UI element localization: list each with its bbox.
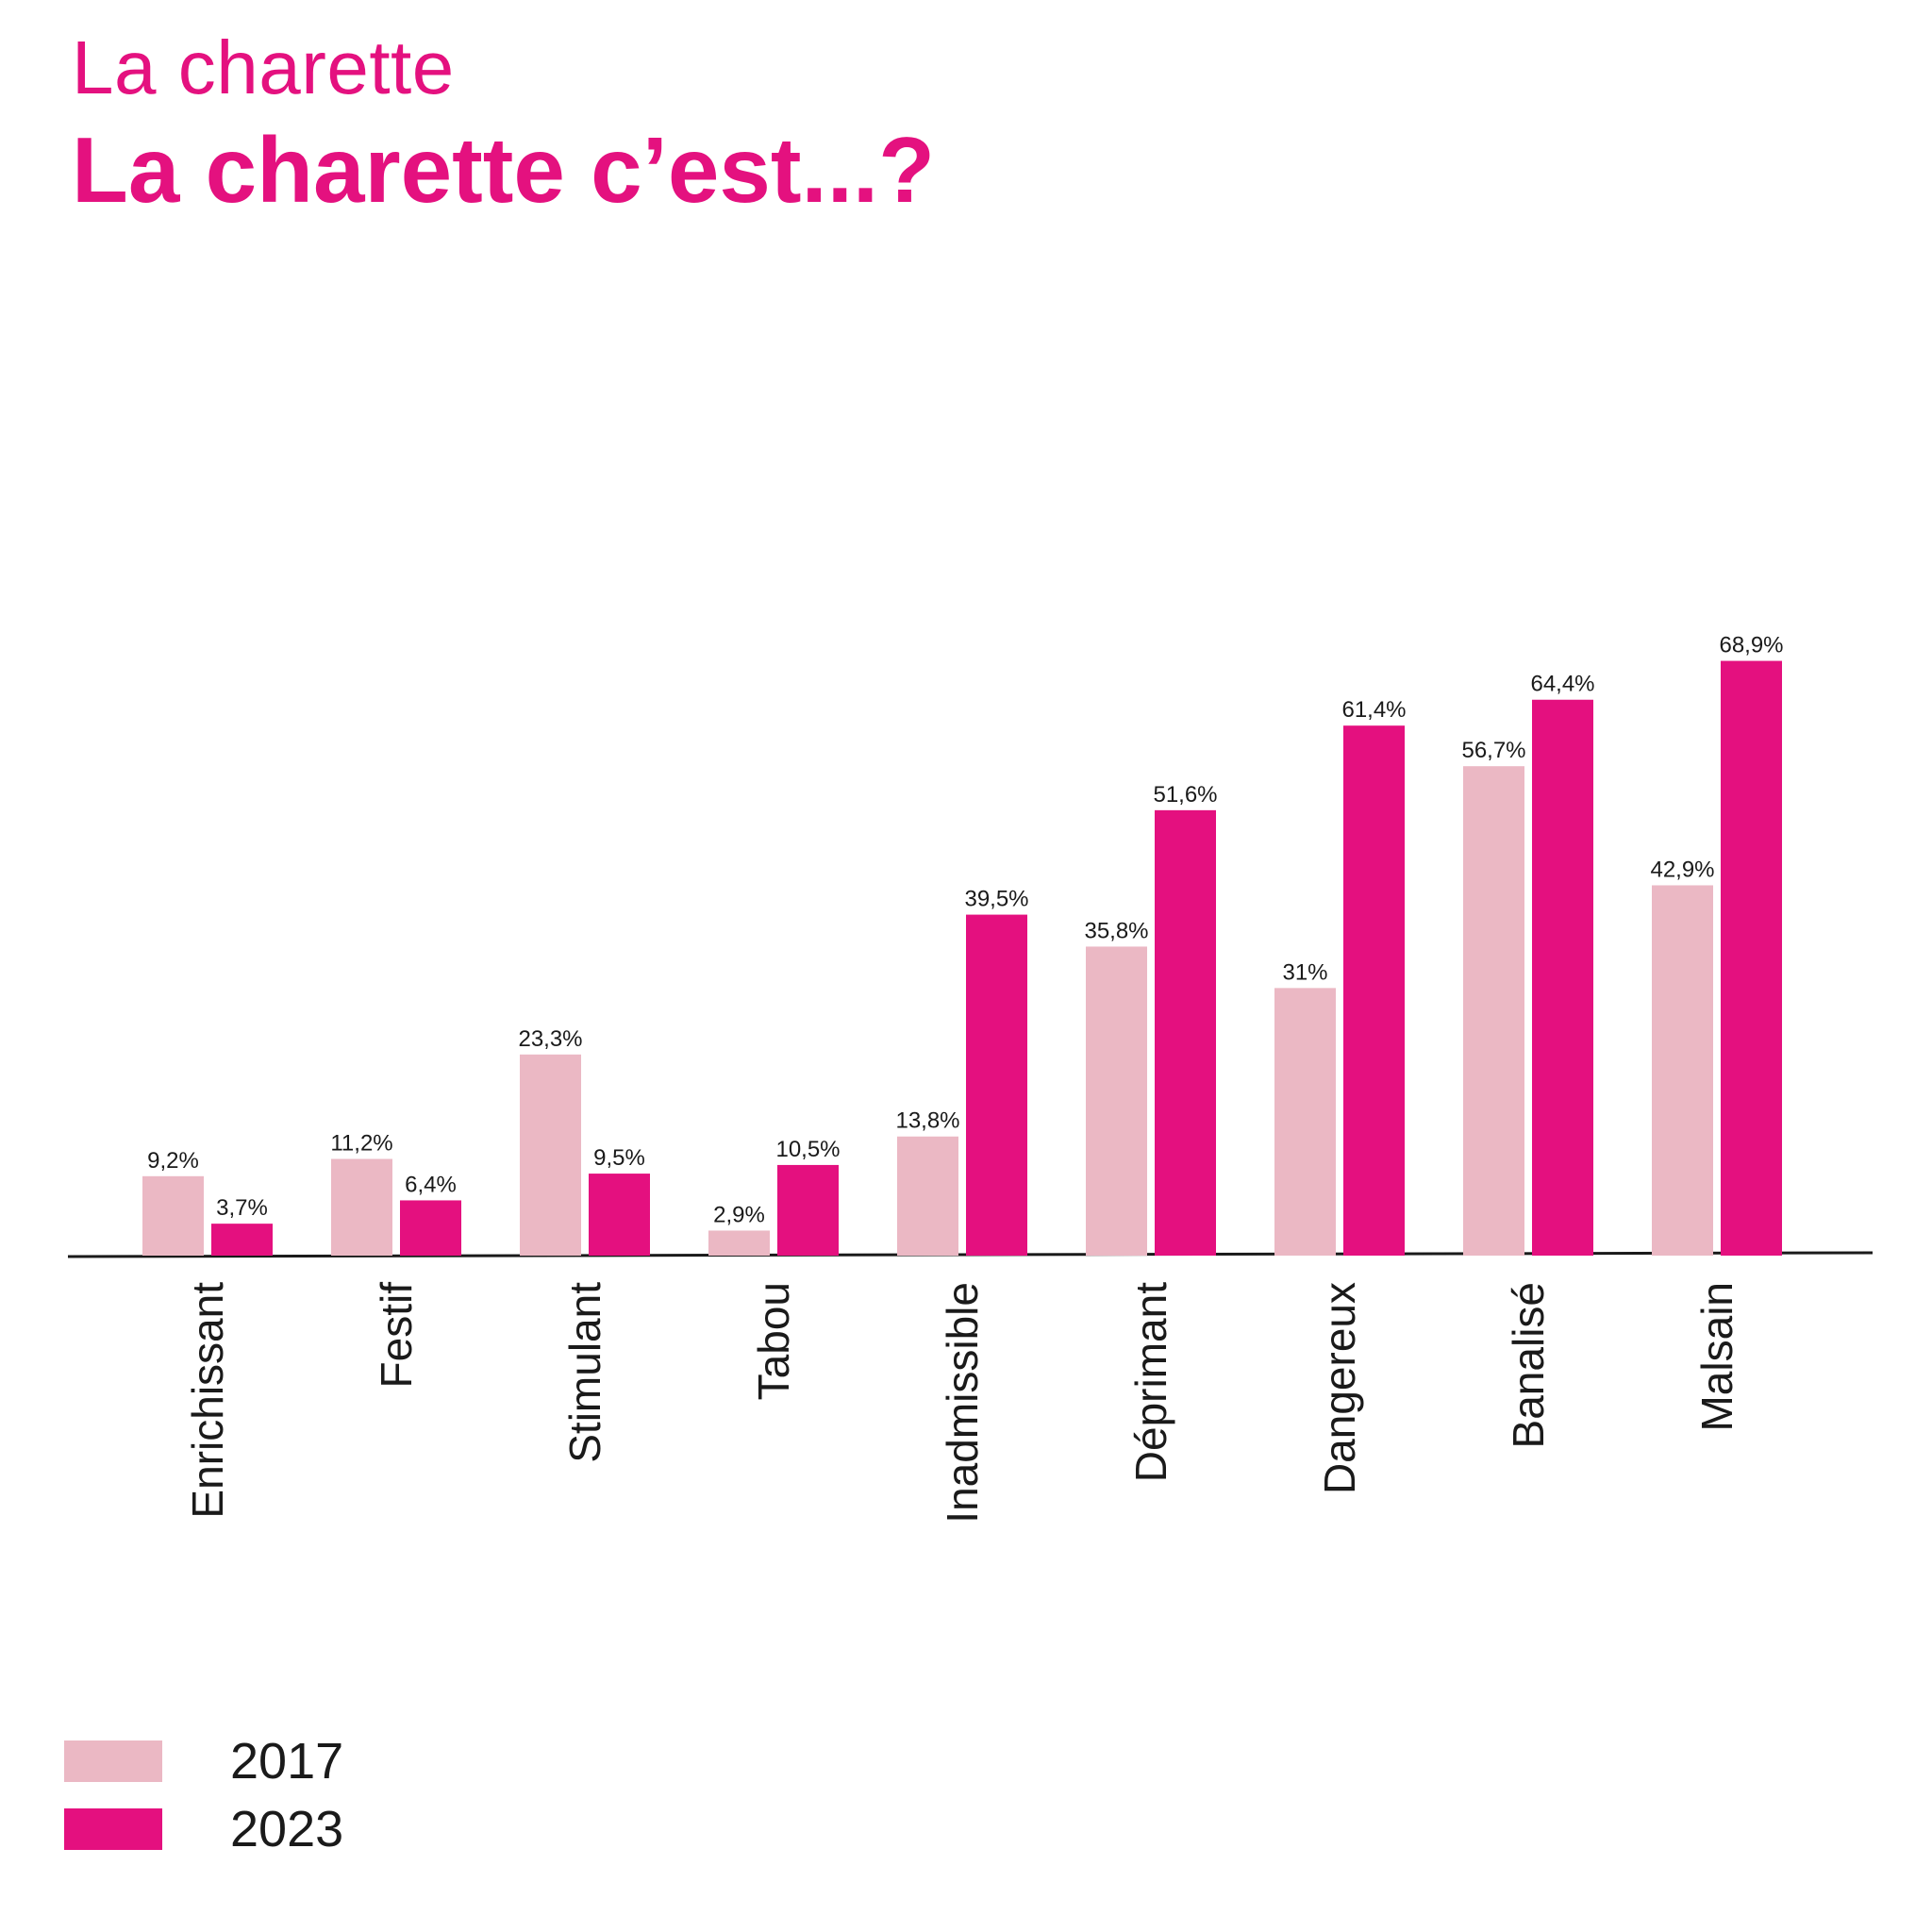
bar-2023-tabou	[777, 1164, 839, 1256]
bar-2023-inadmissible	[966, 914, 1027, 1256]
bar-2017-festif	[331, 1158, 392, 1256]
category-label-stimulant: Stimulant	[560, 1282, 609, 1463]
bar-2017-déprimant	[1086, 946, 1147, 1256]
chart-title: La charette c’est...?	[72, 118, 936, 222]
bar-2023-stimulant	[589, 1174, 650, 1256]
data-label-2023-déprimant: 51,6%	[1153, 782, 1217, 808]
data-label-2023-festif: 6,4%	[405, 1172, 457, 1197]
bar-2023-festif	[400, 1200, 461, 1256]
chart-subtitle: La charette	[72, 25, 455, 109]
data-label-2023-malsain: 68,9%	[1719, 633, 1783, 658]
data-label-2017-dangereux: 31%	[1282, 959, 1327, 985]
bar-2017-tabou	[708, 1230, 770, 1256]
data-label-2023-stimulant: 9,5%	[593, 1145, 645, 1171]
category-label-malsain: Malsain	[1692, 1282, 1741, 1432]
legend: 2017 2023	[64, 1728, 343, 1864]
legend-swatch-2023	[64, 1808, 162, 1850]
data-label-2023-tabou: 10,5%	[775, 1137, 840, 1162]
bar-2023-malsain	[1721, 660, 1782, 1256]
bar-2017-dangereux	[1274, 988, 1336, 1256]
legend-swatch-2017	[64, 1740, 162, 1782]
category-label-tabou: Tabou	[749, 1282, 798, 1400]
legend-item-2017: 2017	[64, 1728, 343, 1794]
category-label-banalisé: Banalisé	[1504, 1282, 1553, 1448]
data-label-2023-inadmissible: 39,5%	[964, 887, 1028, 912]
data-label-2017-inadmissible: 13,8%	[895, 1108, 959, 1134]
data-label-2017-enrichissant: 9,2%	[147, 1148, 199, 1174]
bar-2017-inadmissible	[897, 1136, 958, 1256]
data-label-2023-banalisé: 64,4%	[1530, 672, 1594, 697]
bar-2023-banalisé	[1532, 699, 1593, 1256]
bar-2023-dangereux	[1343, 725, 1405, 1256]
data-label-2023-dangereux: 61,4%	[1341, 697, 1406, 723]
data-label-2017-banalisé: 56,7%	[1461, 738, 1525, 763]
category-label-festif: Festif	[372, 1282, 421, 1389]
bar-2017-enrichissant	[142, 1175, 204, 1256]
bar-2023-enrichissant	[211, 1224, 273, 1256]
bar-2017-malsain	[1652, 885, 1713, 1256]
category-label-enrichissant: Enrichissant	[183, 1282, 232, 1519]
category-label-dangereux: Dangereux	[1315, 1282, 1364, 1494]
bar-2017-stimulant	[520, 1054, 581, 1256]
data-label-2017-malsain: 42,9%	[1650, 857, 1714, 882]
category-label-inadmissible: Inadmissible	[938, 1282, 987, 1524]
data-label-2023-enrichissant: 3,7%	[216, 1195, 268, 1221]
data-label-2017-festif: 11,2%	[330, 1131, 392, 1157]
legend-item-2023: 2023	[64, 1796, 343, 1862]
bar-2023-déprimant	[1155, 809, 1216, 1256]
data-label-2017-déprimant: 35,8%	[1084, 918, 1148, 943]
bar-2017-banalisé	[1463, 766, 1524, 1256]
legend-label-2023: 2023	[230, 1801, 344, 1857]
data-label-2017-stimulant: 23,3%	[518, 1026, 582, 1052]
data-label-2017-tabou: 2,9%	[713, 1202, 765, 1227]
legend-label-2017: 2017	[230, 1733, 344, 1790]
category-label-déprimant: Déprimant	[1126, 1282, 1175, 1482]
